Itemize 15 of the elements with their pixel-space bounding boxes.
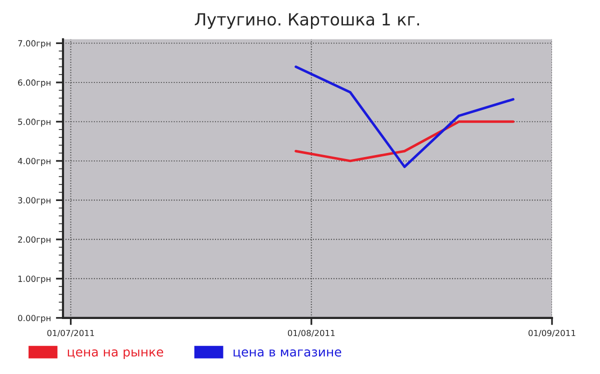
y-tick-label: 3.00грн	[18, 197, 50, 206]
y-tick-label: 0.00грн	[18, 314, 50, 323]
y-tick-label: 2.00грн	[18, 236, 50, 244]
y-tick-label: 7.00грн	[18, 40, 50, 48]
x-tick-label: 01/09/2011	[528, 330, 576, 337]
line-series	[294, 65, 514, 168]
legend-label: цена на рынке	[68, 349, 164, 360]
y-tick-label: 5.00грн	[18, 118, 50, 127]
chart-title: Лутугино. Картошка 1 кг.	[194, 13, 420, 29]
x-tick-label: 01/08/2011	[288, 330, 335, 337]
y-tick-label: 4.00грн	[18, 158, 50, 166]
y-tick-label: 6.00грн	[18, 79, 50, 88]
y-tick-label: 1.00грн	[18, 276, 50, 284]
legend-label: цена в магазине	[234, 349, 342, 358]
x-tick-label: 01/07/2011	[47, 330, 94, 337]
